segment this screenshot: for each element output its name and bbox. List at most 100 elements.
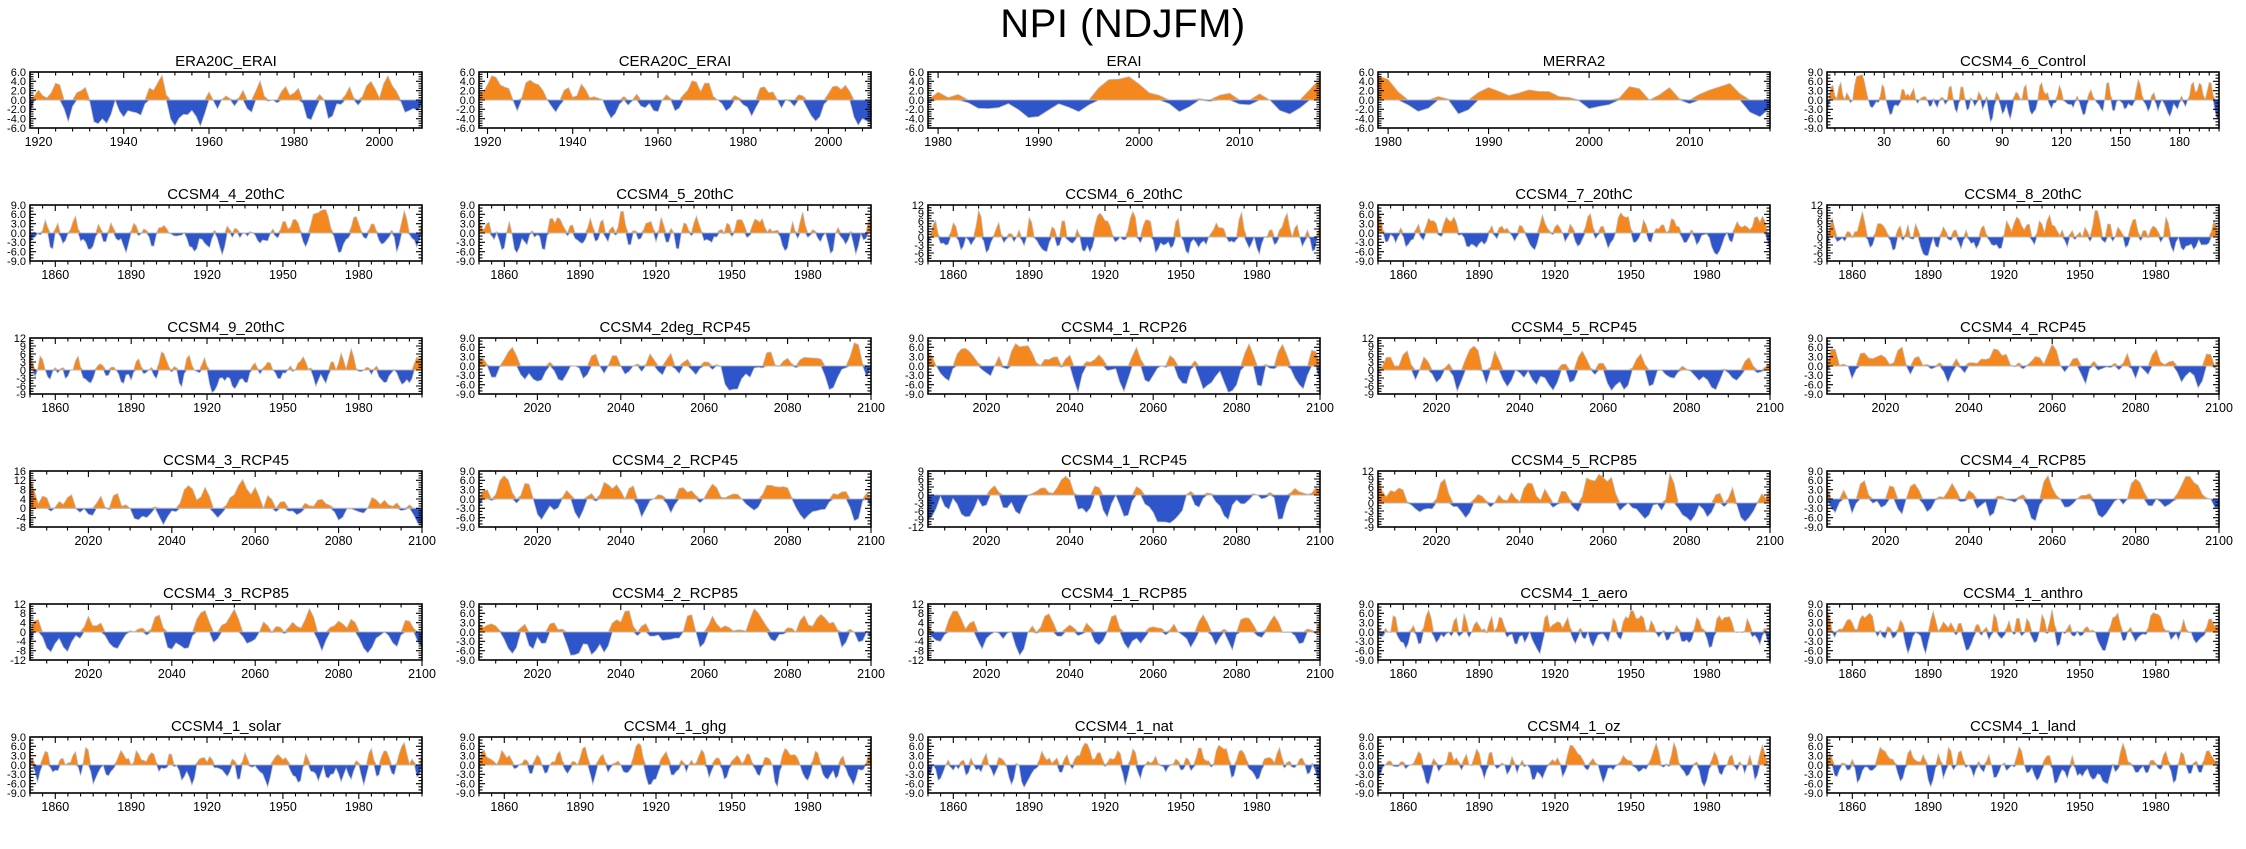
x-tick-label: 1860 — [41, 401, 69, 415]
series-positive-area — [928, 475, 1321, 496]
panel-title: CCSM4_1_RCP45 — [1061, 452, 1187, 469]
panel-CCSM4_7_20thC: CCSM4_7_20thC 9.0 6.0 3.0 0.0 -3.0 -6.0 -9.0 186… — [1348, 181, 1797, 314]
y-tick-label: 2.0 — [460, 86, 475, 98]
y-tick-label: 3 — [20, 357, 26, 369]
x-tick-label: 2010 — [1226, 135, 1254, 149]
x-tick-label: 120 — [2051, 135, 2072, 149]
x-tick-label: 1890 — [1465, 667, 1493, 681]
x-tick-label: 2100 — [2205, 401, 2233, 415]
y-tick-label: 9.0 — [1808, 599, 1823, 611]
y-tick-label: 6 — [1367, 349, 1373, 361]
series-positive-area — [927, 76, 1321, 101]
x-tick-label: 1980 — [345, 401, 373, 415]
y-tick-label: -3.0 — [456, 636, 475, 648]
x-tick-label: 1890 — [117, 268, 145, 282]
y-tick-label: 6 — [918, 474, 924, 486]
x-tick-label: 1920 — [1091, 800, 1119, 814]
x-tick-label: 2100 — [857, 667, 885, 681]
y-tick-label: 6.0 — [460, 342, 475, 354]
axis-frame — [478, 736, 872, 794]
y-tick-label: -6.0 — [456, 513, 475, 525]
x-tick-label: 2040 — [607, 667, 635, 681]
figure-title-text: NPI (NDJFM) — [1000, 1, 1246, 46]
y-tick-label: 0.0 — [1808, 627, 1823, 639]
y-tick-label: -9.0 — [456, 788, 475, 800]
x-tick-label: 2020 — [1871, 401, 1899, 415]
series-negative-area — [30, 764, 423, 789]
x-tick-label: 1890 — [1914, 800, 1942, 814]
y-tick-label: 3 — [1367, 490, 1373, 502]
x-tick-label: 2020 — [1871, 534, 1899, 548]
y-tick-label: -9.0 — [1804, 522, 1823, 534]
y-tick-label: -9.0 — [1355, 655, 1374, 667]
y-tick-label: -6.0 — [1804, 646, 1823, 658]
tick-marks — [479, 71, 872, 134]
y-tick-label: 0 — [20, 503, 26, 515]
panel-plot: CCSM4_2_RCP85 9.06.03.00.0-3.0-6.0-9.0 202… — [456, 585, 885, 681]
y-tick-label: 3.0 — [1808, 352, 1823, 364]
x-tick-label: 1920 — [193, 800, 221, 814]
tick-marks — [928, 470, 1321, 533]
y-tick-label: 12 — [14, 333, 26, 345]
x-tick-label: 1860 — [491, 268, 519, 282]
y-tick-label: -6.0 — [1355, 646, 1374, 658]
y-tick-label: 0.0 — [1808, 95, 1823, 107]
y-tick-label: 6.0 — [1808, 76, 1823, 88]
y-tick-label: -3.0 — [1804, 370, 1823, 382]
panel-CCSM4_3_RCP85: CCSM4_3_RCP85 12 8 4 0 -4 -8 -12 2020 2040 2060 208… — [0, 580, 449, 713]
y-tick-label: 6.0 — [909, 67, 924, 79]
y-tick-label: -4 — [915, 636, 925, 648]
y-tick-label: -4.0 — [456, 114, 475, 126]
y-tick-label: -6.0 — [1804, 779, 1823, 791]
y-tick-label: 9.0 — [1808, 466, 1823, 478]
y-tick-label: 3.0 — [1358, 618, 1373, 630]
x-tick-label: 1950 — [1617, 268, 1645, 282]
y-tick-label: -6.0 — [7, 247, 26, 259]
x-tick-label: 2060 — [241, 534, 269, 548]
y-tick-label: 9.0 — [460, 732, 475, 744]
y-tick-label: -3.0 — [456, 503, 475, 515]
panel-title: CCSM4_1_ghg — [624, 718, 727, 735]
x-tick-label: 1950 — [2066, 268, 2094, 282]
series-positive-area — [927, 610, 1321, 633]
tick-marks — [478, 736, 872, 799]
x-tick-label: 1890 — [1914, 268, 1942, 282]
x-tick-label: 2100 — [1756, 534, 1784, 548]
panel-CCSM4_2_RCP45: CCSM4_2_RCP45 9.0 6.0 3.0 0.0 -3.0 -6.0 -9.0 202… — [449, 447, 898, 580]
x-tick-label: 2060 — [690, 534, 718, 548]
series-negative-area — [927, 763, 1321, 789]
axis-frame — [927, 337, 1322, 395]
series-positive-area — [29, 347, 423, 372]
y-tick-label: -6 — [1813, 248, 1823, 260]
y-tick-label: -3.0 — [456, 769, 475, 781]
x-tick-label: 2080 — [774, 534, 802, 548]
y-tick-label: 12 — [1811, 200, 1823, 212]
series-positive-area — [478, 342, 872, 367]
x-tick-label: 2040 — [1056, 667, 1084, 681]
y-tick-label: -6.0 — [7, 123, 26, 135]
x-tick-label: 1890 — [1016, 268, 1044, 282]
axis-frame — [478, 470, 872, 528]
panel-title: CCSM4_5_RCP85 — [1511, 452, 1637, 469]
y-tick-label: 6.0 — [11, 741, 26, 753]
x-tick-label: 1980 — [1243, 800, 1271, 814]
y-tick-label: 6.0 — [1358, 608, 1373, 620]
y-tick-label: -6.0 — [905, 779, 924, 791]
y-tick-label: 3.0 — [460, 352, 475, 364]
x-tick-label: 2020 — [1422, 534, 1450, 548]
axis-frame — [927, 71, 1322, 129]
y-tick-label: 6 — [20, 349, 26, 361]
x-tick-label: 2040 — [1955, 401, 1983, 415]
series-positive-area — [928, 208, 1321, 239]
panel-title: CCSM4_3_RCP85 — [163, 585, 289, 602]
y-tick-label: 9 — [20, 341, 26, 353]
axis-frame — [29, 204, 423, 262]
tick-marks — [1377, 470, 1771, 533]
series-negative-area — [478, 498, 872, 522]
series-negative-area — [1376, 630, 1770, 655]
panel-plot: CCSM4_1_land 9.06.03.00.0-3.0-6.0-9.0 1860… — [1804, 718, 2220, 814]
